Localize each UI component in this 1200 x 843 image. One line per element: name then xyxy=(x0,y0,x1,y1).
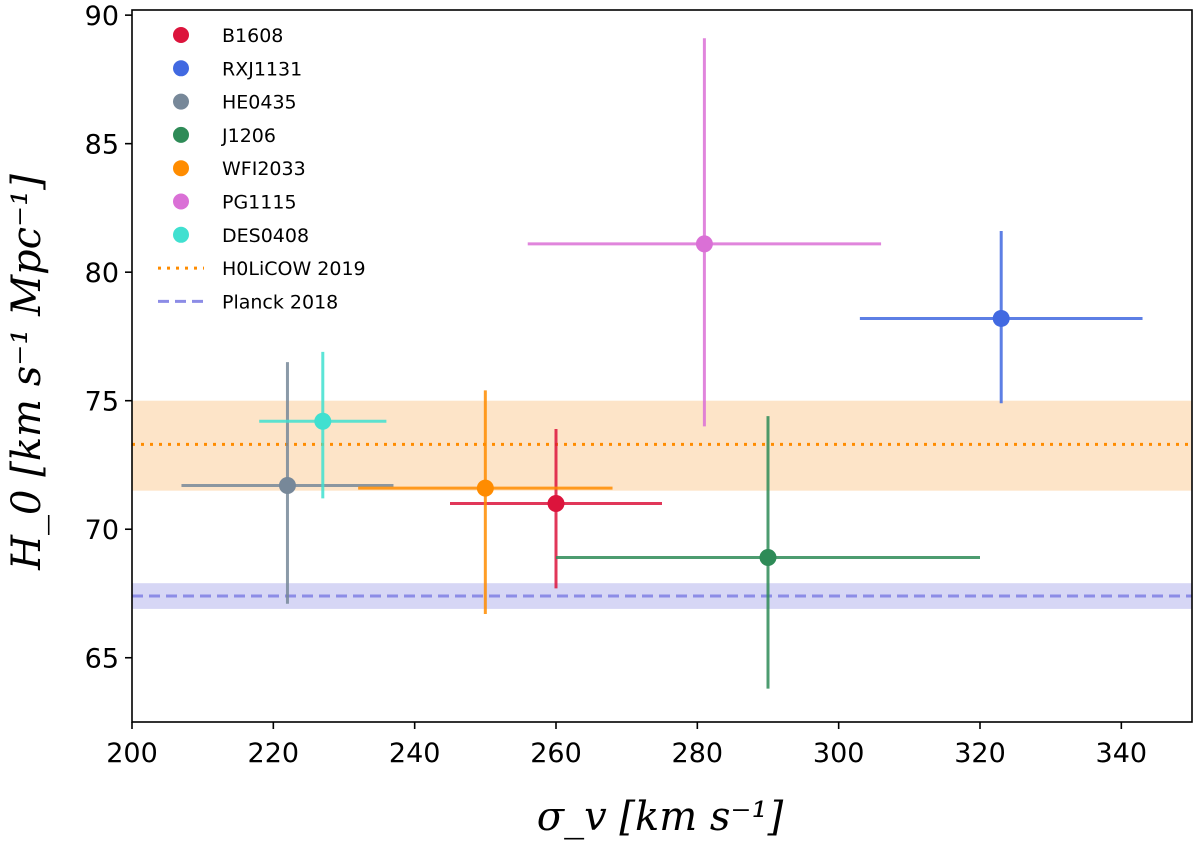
legend-label-HE0435: HE0435 xyxy=(222,92,297,114)
y-axis-ticks: 65 70 75 80 85 90 xyxy=(85,1,132,675)
y-tick-label: 65 xyxy=(85,644,119,675)
x-axis-ticks: 200 220 240 260 280 300 320 340 xyxy=(106,722,1147,769)
x-tick-label: 340 xyxy=(1096,738,1148,769)
legend-label-PG1115: PG1115 xyxy=(222,192,297,214)
x-tick-label: 260 xyxy=(530,738,582,769)
plot-frame xyxy=(131,9,1193,723)
x-tick-label: 320 xyxy=(954,738,1006,769)
reference-lines xyxy=(132,442,1192,598)
x-axis-label-text: σ_v [km s⁻¹] xyxy=(537,794,784,840)
legend-marker-RXJ1131 xyxy=(173,60,189,77)
legend-label-WFI2033: WFI2033 xyxy=(222,158,306,180)
y-tick-label: 75 xyxy=(85,387,119,418)
legend-label-J1206: J1206 xyxy=(221,125,276,147)
legend: B1608 RXJ1131 HE0435 J1206 WFI2033 PG1115 DES0… xyxy=(158,25,366,313)
legend-marker-PG1115 xyxy=(173,193,189,210)
point-RXJ1131 xyxy=(992,309,1010,327)
x-axis-label: σ_v [km s⁻¹] xyxy=(537,794,784,840)
legend-label-B1608: B1608 xyxy=(222,25,283,47)
point-J1206 xyxy=(759,548,777,566)
legend-marker-HE0435 xyxy=(173,93,189,110)
point-HE0435 xyxy=(278,477,296,495)
data-points xyxy=(278,235,1010,566)
y-tick-label: 70 xyxy=(85,515,119,546)
x-tick-label: 300 xyxy=(813,738,865,769)
x-tick-label: 240 xyxy=(389,738,441,769)
y-tick-label: 80 xyxy=(85,258,119,289)
legend-label-DES0408: DES0408 xyxy=(222,225,309,247)
x-tick-label: 200 xyxy=(106,738,158,769)
point-PG1115 xyxy=(695,235,713,253)
y-axis-label-text: H_0 [km s⁻¹ Mpc⁻¹] xyxy=(4,174,50,571)
point-DES0408 xyxy=(314,412,332,430)
legend-marker-DES0408 xyxy=(173,226,189,243)
legend-marker-WFI2033 xyxy=(173,160,189,177)
x-tick-label: 280 xyxy=(672,738,724,769)
legend-label-RXJ1131: RXJ1131 xyxy=(222,58,302,80)
y-tick-label: 85 xyxy=(85,130,119,161)
y-tick-label: 90 xyxy=(85,1,119,32)
legend-marker-J1206 xyxy=(173,126,189,143)
legend-label-ref-1: Planck 2018 xyxy=(222,291,338,313)
legend-label-ref-0: H0LiCOW 2019 xyxy=(222,258,366,280)
y-axis-label: H_0 [km s⁻¹ Mpc⁻¹] xyxy=(4,174,50,571)
legend-marker-B1608 xyxy=(173,27,189,43)
x-tick-label: 220 xyxy=(248,738,300,769)
point-B1608 xyxy=(547,495,565,513)
point-WFI2033 xyxy=(476,479,494,497)
